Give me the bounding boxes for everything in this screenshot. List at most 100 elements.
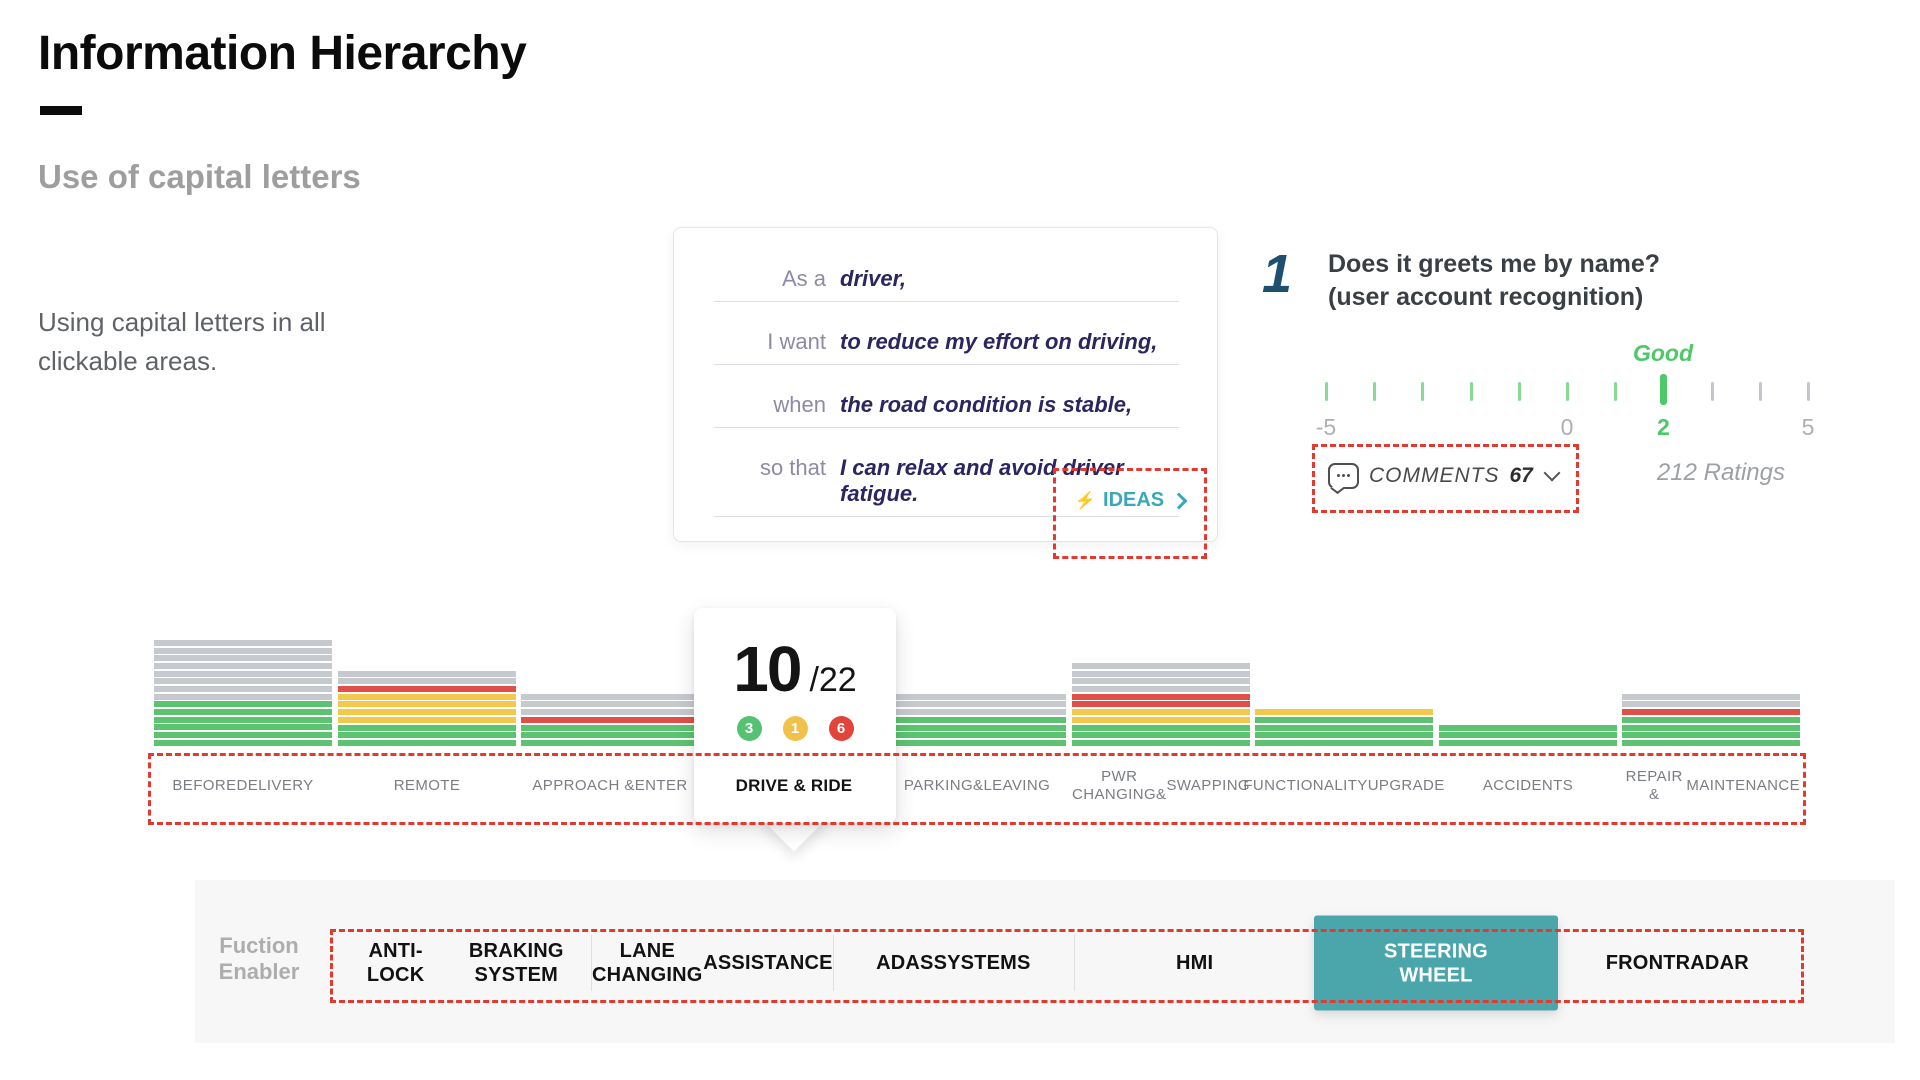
scale-tick[interactable] [1807,382,1810,401]
story-row-label: so that [759,455,826,480]
function-enabler-front-radar[interactable]: FRONT RADAR [1556,929,1798,997]
category-tab-drive-ride[interactable]: DRIVE & RIDE [735,776,853,795]
story-stripe [338,716,516,723]
story-row: so that I can relax and avoid driver fati… [714,455,1179,517]
ideas-button[interactable]: ⚡ IDEAS [1053,468,1207,559]
story-row-label: I want [767,329,826,354]
story-stripe [154,670,332,677]
chart-bar [1072,663,1250,748]
story-stripe [521,724,699,731]
story-stripe [1072,693,1250,700]
story-stripe [338,724,516,731]
category-tab-remote[interactable]: REMOTE [393,777,461,794]
story-stripe [154,678,332,685]
category-tab-functionality-upgrade[interactable]: FUNCTIONALITY UPGRADE [1243,777,1445,794]
story-stripe [888,716,1066,723]
story-stripe [154,724,332,731]
story-stripe [1072,678,1250,685]
story-stripe [1255,709,1433,716]
story-stripe [1072,670,1250,677]
chevron-down-icon [1543,464,1561,482]
scale-tick[interactable] [1517,382,1521,401]
story-stripe [154,693,332,700]
function-enabler-label-line2: Enabler [218,959,300,984]
category-tab-approach-enter[interactable]: APPROACH & ENTER [532,777,688,794]
story-stripe [1255,732,1433,739]
story-stripe [521,709,699,716]
story-stripe [154,639,332,646]
scale-tick-label: 0 [1560,414,1574,440]
scale-tick[interactable] [1566,382,1569,401]
story-stripe [338,739,516,746]
story-stripe [154,655,332,662]
chart-bar [888,693,1066,748]
story-stripe [888,693,1066,700]
story-row: when the road condition is stable, [714,392,1179,428]
story-stripe [888,732,1066,739]
scale-tick-label: -5 [1315,414,1337,440]
story-row: I want to reduce my effort on driving, [714,329,1179,365]
scale-tick[interactable] [1710,382,1714,401]
scale-tick[interactable] [1614,382,1618,401]
story-stripe [338,678,516,685]
category-tab-pwr-changing-swapping[interactable]: PWR CHANGING& SWAPPING [1072,768,1250,803]
score-badge: 1 [782,716,808,741]
story-stripe [1072,701,1250,708]
scale-tick[interactable] [1373,382,1377,401]
story-stripe [1255,716,1433,723]
story-stripe [154,716,332,723]
function-enabler-row: ANTI-LOCK BRAKING SYSTEM LANE CHANGING ASSI… [330,915,1798,1011]
story-stripe [1072,724,1250,731]
story-stripe [154,701,332,708]
function-enabler-hmi[interactable]: HMI [1073,929,1315,997]
story-stripe [338,670,516,677]
function-enabler-band [195,880,1895,1043]
category-tab-accidents[interactable]: ACCIDENTS [1482,777,1574,794]
ratings-count-text: 212 Ratings [1656,459,1785,486]
story-stripe [1439,739,1617,746]
question-line-1: Does it greets me by name? [1328,250,1661,278]
ideas-button-label: IDEAS [1103,489,1165,511]
score-badge: 3 [736,716,762,741]
scale-tick[interactable] [1325,382,1328,401]
comments-label: COMMENTS [1369,463,1500,487]
function-enabler-selected-button[interactable]: STEERING WHEEL [1313,915,1558,1011]
story-stripe [1622,693,1800,700]
function-enabler-lane-changing-assistance[interactable]: LANE CHANGING ASSISTANCE [591,929,832,997]
story-stripe [154,732,332,739]
function-enabler-anti-lock-braking-system[interactable]: ANTI-LOCK BRAKING SYSTEM [366,940,564,986]
story-stripe [1622,724,1800,731]
scale-tick[interactable] [1469,382,1473,401]
title-underline-dash [40,106,82,115]
rating-scale[interactable]: -5 0 2 5 [1312,370,1832,442]
lightning-icon: ⚡ [1074,491,1097,510]
scale-tick-selected[interactable] [1660,374,1668,405]
function-enabler-adas-systems[interactable]: ADAS SYSTEMS [832,929,1074,997]
story-stripe [154,686,332,693]
story-stripe [1255,739,1433,746]
scale-tick[interactable] [1758,382,1762,401]
category-tab-parking-leaving[interactable]: PARKING& LEAVING [903,777,1051,794]
story-stripe [1622,709,1800,716]
chart-bar [1255,709,1433,747]
chart-bar [338,670,516,748]
category-tab-before-delivery[interactable]: BEFORE DELIVERY [172,777,314,794]
function-enabler-steering-wheel[interactable]: STEERING WHEEL [1313,915,1558,1011]
story-stripe [338,686,516,693]
category-tab-repair-maintenance[interactable]: REPAIR & MAINTENANCE [1625,768,1800,803]
story-stripe [888,739,1066,746]
story-rows: As a driver, I want to reduce my effort on … [674,228,1217,517]
chart-bar [154,639,332,748]
story-stripe [1622,739,1800,746]
story-stripe [1072,716,1250,723]
scale-tick[interactable] [1421,382,1425,401]
chart-bar [1439,724,1617,748]
comments-button[interactable]: COMMENTS 67 [1312,444,1579,513]
story-stripe [1622,732,1800,739]
story-stripe [154,647,332,654]
story-stripe [521,732,699,739]
story-stripe [154,662,332,669]
story-stripe [888,709,1066,716]
